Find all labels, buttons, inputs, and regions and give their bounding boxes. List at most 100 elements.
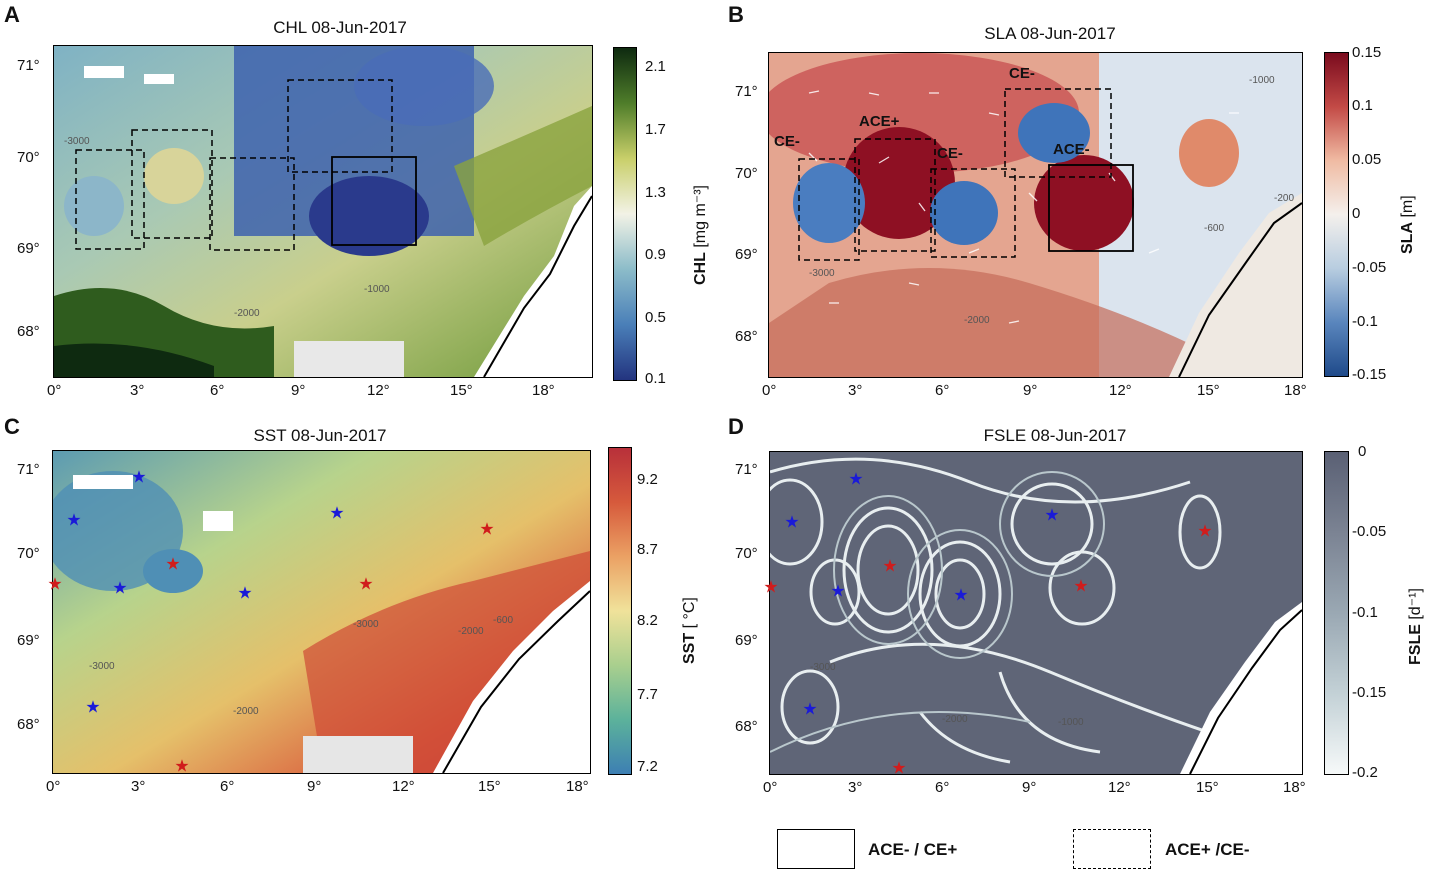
lon-tick: 12° [1109, 382, 1132, 399]
cb-tick: 8.7 [637, 541, 658, 558]
lat-tick: 69° [735, 246, 758, 263]
panel-b-title: SLA 08-Jun-2017 [984, 24, 1116, 43]
lon-tick: 3° [848, 382, 863, 399]
ce-star-marker: ★ [802, 699, 818, 719]
ace-star-marker: ★ [479, 519, 495, 539]
cb-tick: 8.2 [637, 612, 658, 629]
panel-d-title: FSLE 08-Jun-2017 [983, 426, 1127, 445]
cb-tick: 1.7 [645, 121, 666, 138]
chl-field [54, 46, 592, 377]
chl-colorbar-label: CHL [mg m⁻³] [692, 184, 709, 285]
ce-star-marker: ★ [66, 510, 82, 530]
lon-tick: 3° [131, 778, 146, 795]
lon-tick: 0° [763, 779, 778, 796]
sst-field [53, 451, 590, 773]
cb-tick: -0.1 [1352, 604, 1378, 621]
fsle-map: -3000 -2000 -1000 [769, 451, 1303, 775]
chl-map: -3000 -2000 -1000 [53, 45, 593, 378]
lon-tick: 0° [47, 382, 62, 399]
cb-tick: 0 [1358, 443, 1367, 460]
cb-tick: 1.3 [645, 184, 666, 201]
cb-tick: -0.05 [1352, 523, 1387, 540]
cb-tick: 0.15 [1352, 44, 1382, 61]
cb-tick: 0.05 [1352, 151, 1382, 168]
contour-label: -3000 [89, 661, 115, 672]
cb-tick: -0.1 [1352, 313, 1378, 330]
legend-solid-box [777, 829, 855, 869]
cb-tick: 7.7 [637, 686, 658, 703]
ace-star-marker: ★ [358, 574, 374, 594]
lat-tick: 69° [17, 240, 40, 257]
lon-tick: 3° [848, 779, 863, 796]
ce-star-marker: ★ [830, 581, 846, 601]
lon-tick: 6° [935, 779, 950, 796]
contour-label: -3000 [353, 619, 379, 630]
cb-tick: 0.9 [645, 246, 666, 263]
fsle-colorbar-label: FSLE [d⁻¹] [1407, 588, 1424, 665]
cb-tick: -0.2 [1352, 764, 1378, 781]
lon-tick: 15° [1197, 382, 1220, 399]
lon-tick: 3° [130, 382, 145, 399]
lat-tick: 70° [17, 545, 40, 562]
lon-tick: 15° [478, 778, 501, 795]
lon-tick: 18° [566, 778, 589, 795]
cb-tick: -0.15 [1352, 366, 1387, 383]
ace-star-marker: ★ [174, 756, 190, 776]
ace-star-marker: ★ [891, 758, 907, 778]
lat-tick: 69° [17, 632, 40, 649]
chl-colorbar [613, 47, 637, 381]
panel-b-letter: B [728, 2, 744, 27]
lat-tick: 70° [735, 545, 758, 562]
box-label-ace: ACE+ [859, 113, 900, 130]
sla-field [769, 53, 1302, 377]
cb-tick: -0.05 [1352, 259, 1387, 276]
contour-label: -3000 [810, 662, 836, 673]
sla-colorbar-label: SLA [m] [1399, 195, 1416, 254]
contour-label: -2000 [964, 315, 990, 326]
cb-tick: 0.5 [645, 309, 666, 326]
contour-label: -2000 [233, 706, 259, 717]
panel-a-letter: A [4, 2, 20, 27]
sst-colorbar [608, 447, 632, 775]
lon-tick: 12° [367, 382, 390, 399]
lon-tick: 12° [1108, 779, 1131, 796]
lon-tick: 18° [1283, 779, 1306, 796]
legend-dashed-label: ACE+ /CE- [1165, 840, 1250, 859]
lon-tick: 12° [392, 778, 415, 795]
cb-tick: 2.1 [645, 58, 666, 75]
contour-label: -200 [1274, 193, 1295, 204]
ce-star-marker: ★ [953, 585, 969, 605]
sla-map: CE- ACE+ CE- CE- ACE- -3000 -2000 -1000 … [768, 52, 1303, 378]
ace-star-marker: ★ [882, 556, 898, 576]
lon-tick: 6° [210, 382, 225, 399]
panel-c-title: SST 08-Jun-2017 [253, 426, 387, 445]
ce-star-marker: ★ [1044, 505, 1060, 525]
lat-tick: 70° [735, 165, 758, 182]
panel-c-letter: C [4, 414, 20, 439]
ace-star-marker: ★ [47, 574, 63, 594]
ace-star-marker: ★ [763, 577, 779, 597]
lat-tick: 69° [735, 632, 758, 649]
legend-dashed-box [1073, 829, 1151, 869]
panel-a-title: CHL 08-Jun-2017 [273, 18, 407, 37]
contour-label: -1000 [1249, 75, 1275, 86]
lon-tick: 6° [220, 778, 235, 795]
lon-tick: 0° [762, 382, 777, 399]
cb-tick: 0.1 [645, 370, 666, 387]
contour-label: -2000 [234, 308, 260, 319]
contour-label: -600 [1204, 223, 1225, 234]
cb-tick: -0.15 [1352, 684, 1387, 701]
lon-tick: 6° [935, 382, 950, 399]
lat-tick: 68° [735, 328, 758, 345]
ce-star-marker: ★ [112, 578, 128, 598]
ce-star-marker: ★ [784, 512, 800, 532]
lat-tick: 71° [735, 83, 758, 100]
cb-tick: 7.2 [637, 758, 658, 775]
ce-star-marker: ★ [848, 469, 864, 489]
fsle-colorbar [1324, 451, 1349, 775]
lon-tick: 18° [1284, 382, 1307, 399]
lat-tick: 71° [17, 57, 40, 74]
sla-colorbar [1324, 52, 1349, 377]
fsle-field [770, 452, 1302, 774]
lat-tick: 68° [17, 323, 40, 340]
